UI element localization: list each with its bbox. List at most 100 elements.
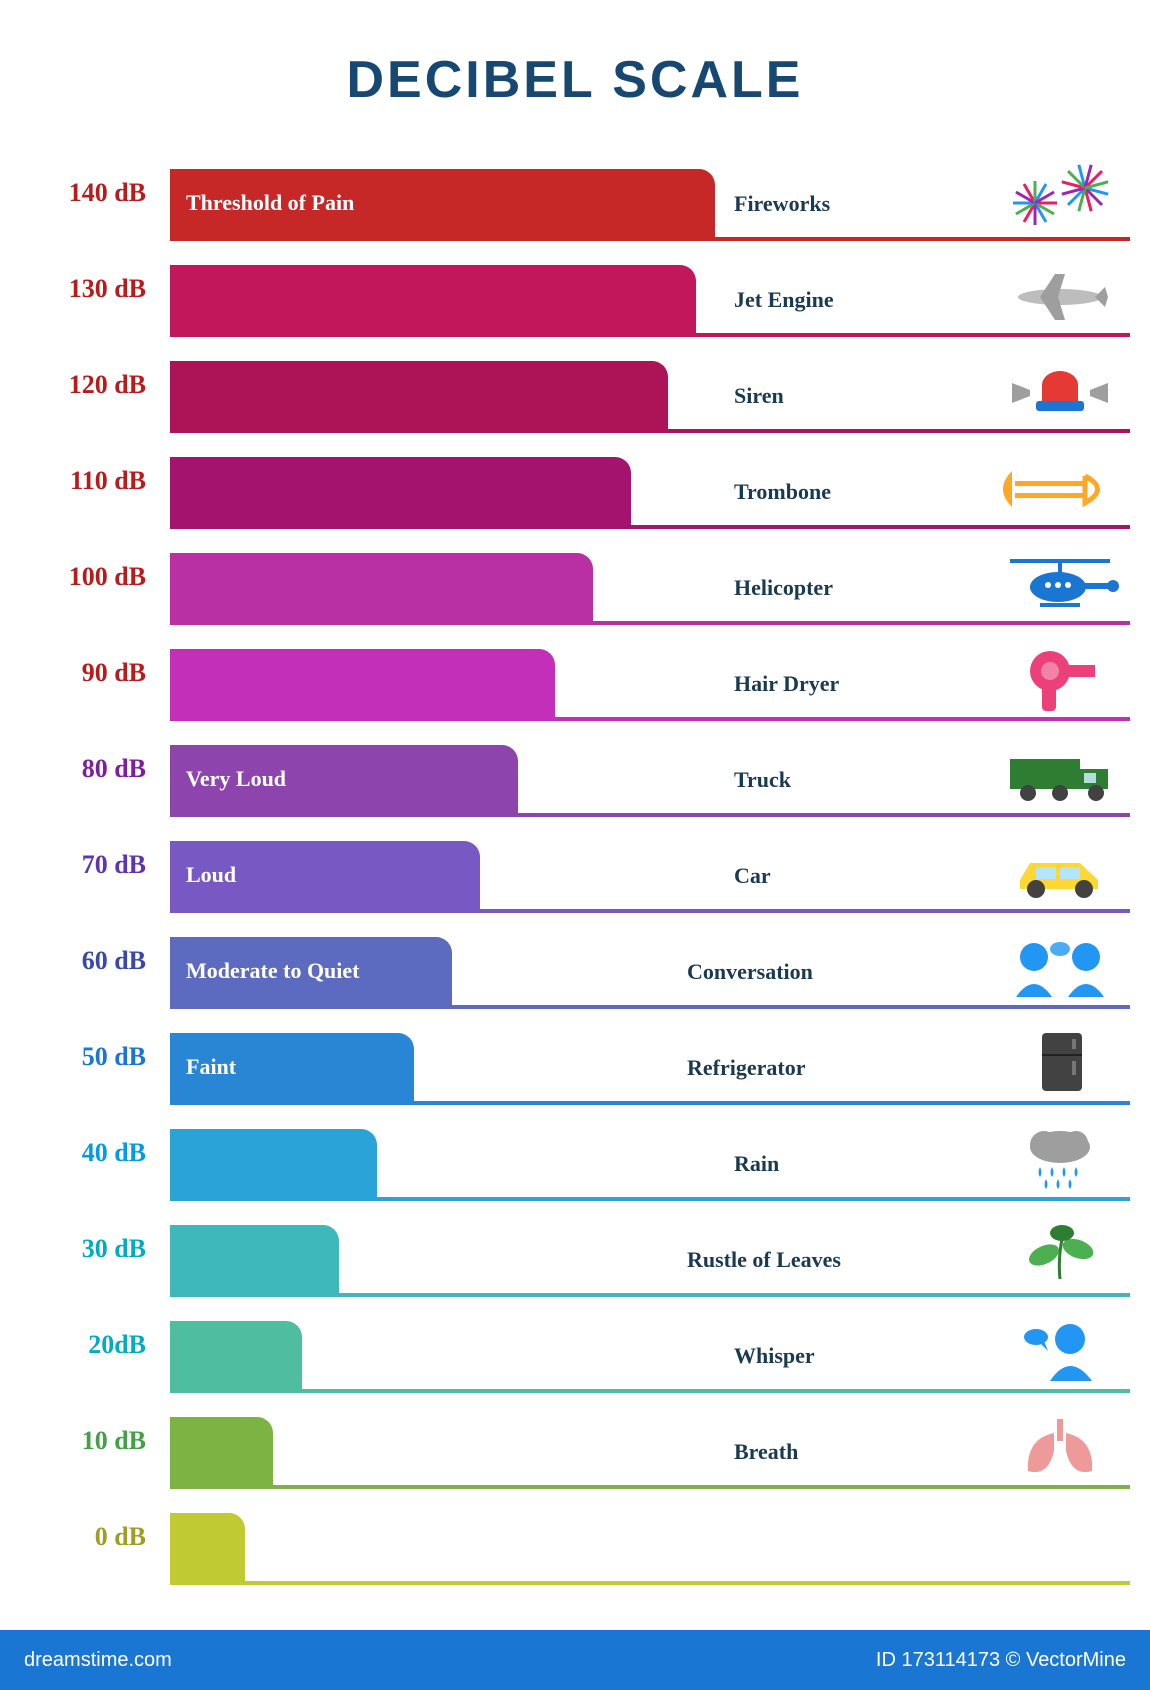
db-label: 60 dB [40, 946, 170, 976]
example-label: Rustle of Leaves [687, 1247, 841, 1273]
chart-row: 90 dB Hair Dryer [40, 625, 1110, 721]
bar-underline [170, 621, 1130, 625]
bar-label: Moderate to Quiet [186, 958, 360, 984]
chart-row: 10 dB Breath [40, 1393, 1110, 1489]
fridge-icon [1000, 1027, 1120, 1097]
example-label: Fireworks [734, 191, 830, 217]
bar-label: Loud [186, 862, 236, 888]
example-label: Hair Dryer [734, 671, 839, 697]
bar-area [170, 1489, 1110, 1585]
fireworks-icon [1000, 163, 1120, 233]
bar-underline [170, 1005, 1130, 1009]
leaves-icon [1000, 1219, 1120, 1289]
example-label: Siren [734, 383, 784, 409]
bar-area: Whisper [170, 1297, 1110, 1393]
chart-row: 0 dB [40, 1489, 1110, 1585]
bar-underline [170, 1293, 1130, 1297]
bar [170, 1129, 377, 1197]
bar-underline [170, 1197, 1130, 1201]
db-label: 10 dB [40, 1426, 170, 1456]
chart-row: 60 dB Moderate to Quiet Conversation [40, 913, 1110, 1009]
example-label: Conversation [687, 959, 813, 985]
bar-area: Rain [170, 1105, 1110, 1201]
hairdryer-icon [1000, 643, 1120, 713]
trombone-icon [1000, 451, 1120, 521]
db-label: 40 dB [40, 1138, 170, 1168]
chart-row: 140 dB Threshold of Pain Fireworks [40, 145, 1110, 241]
bar-label: Threshold of Pain [186, 190, 354, 216]
bar-area: Moderate to Quiet Conversation [170, 913, 1110, 1009]
bar-area: Siren [170, 337, 1110, 433]
db-label: 0 dB [40, 1522, 170, 1552]
chart-row: 120 dB Siren [40, 337, 1110, 433]
chart-row: 80 dB Very Loud Truck [40, 721, 1110, 817]
chart-row: 130 dBJet Engine [40, 241, 1110, 337]
conversation-icon [1000, 931, 1120, 1001]
lungs-icon [1000, 1411, 1120, 1481]
whisper-icon [1000, 1315, 1120, 1385]
siren-icon [1000, 355, 1120, 425]
bar [170, 457, 631, 525]
bar [170, 1321, 302, 1389]
bar-underline [170, 237, 1130, 241]
db-label: 120 dB [40, 370, 170, 400]
footer-right-text: ID 173114173 © VectorMine [876, 1649, 1126, 1672]
bar [170, 1417, 273, 1485]
footer-left-text: dreamstime.com [24, 1649, 172, 1672]
bar-underline [170, 1389, 1130, 1393]
chart-row: 30 dB Rustle of Leaves [40, 1201, 1110, 1297]
page-title: DECIBEL SCALE [40, 50, 1110, 110]
bar-area: Breath [170, 1393, 1110, 1489]
bar-area: Jet Engine [170, 241, 1110, 337]
bar-area: Trombone [170, 433, 1110, 529]
bar: Faint [170, 1033, 414, 1101]
bar-area: LoudCar [170, 817, 1110, 913]
footer-bar: dreamstime.com ID 173114173 © VectorMine [0, 1630, 1150, 1690]
example-label: Trombone [734, 479, 831, 505]
chart-row: 70 dBLoudCar [40, 817, 1110, 913]
db-label: 20dB [40, 1330, 170, 1360]
db-label: 100 dB [40, 562, 170, 592]
bar-underline [170, 909, 1130, 913]
bar-underline [170, 1485, 1130, 1489]
db-label: 30 dB [40, 1234, 170, 1264]
bar-underline [170, 717, 1130, 721]
example-label: Truck [734, 767, 791, 793]
chart-row: 40 dB Rain [40, 1105, 1110, 1201]
rain-icon [1000, 1123, 1120, 1193]
helicopter-icon [1000, 547, 1120, 617]
bar [170, 1225, 339, 1293]
plane-icon [1000, 259, 1120, 329]
chart-row: 110 dB Trombone [40, 433, 1110, 529]
example-label: Breath [734, 1439, 798, 1465]
bar-underline [170, 525, 1130, 529]
db-label: 90 dB [40, 658, 170, 688]
bar-label: Very Loud [186, 766, 286, 792]
bar: Threshold of Pain [170, 169, 715, 237]
db-label: 80 dB [40, 754, 170, 784]
db-label: 110 dB [40, 466, 170, 496]
chart-row: 100 dB Helicopter [40, 529, 1110, 625]
bar-area: Helicopter [170, 529, 1110, 625]
example-label: Whisper [734, 1343, 815, 1369]
bar-area: Rustle of Leaves [170, 1201, 1110, 1297]
chart-rows: 140 dB Threshold of Pain Fireworks 130 dBJ… [40, 145, 1110, 1585]
example-label: Helicopter [734, 575, 833, 601]
db-label: 70 dB [40, 850, 170, 880]
bar [170, 553, 593, 621]
car-icon [1000, 835, 1120, 905]
bar: Moderate to Quiet [170, 937, 452, 1005]
bar [170, 265, 696, 333]
bar-area: Hair Dryer [170, 625, 1110, 721]
truck-icon [1000, 739, 1120, 809]
bar [170, 361, 668, 429]
bar-underline [170, 333, 1130, 337]
bar-underline [170, 813, 1130, 817]
db-label: 140 dB [40, 178, 170, 208]
bar-area: Very Loud Truck [170, 721, 1110, 817]
infographic-container: DECIBEL SCALE 140 dB Threshold of Pain Fir… [0, 0, 1150, 1585]
chart-row: 50 dBFaintRefrigerator [40, 1009, 1110, 1105]
example-label: Jet Engine [734, 287, 834, 313]
example-label: Rain [734, 1151, 779, 1177]
example-label: Refrigerator [687, 1055, 805, 1081]
